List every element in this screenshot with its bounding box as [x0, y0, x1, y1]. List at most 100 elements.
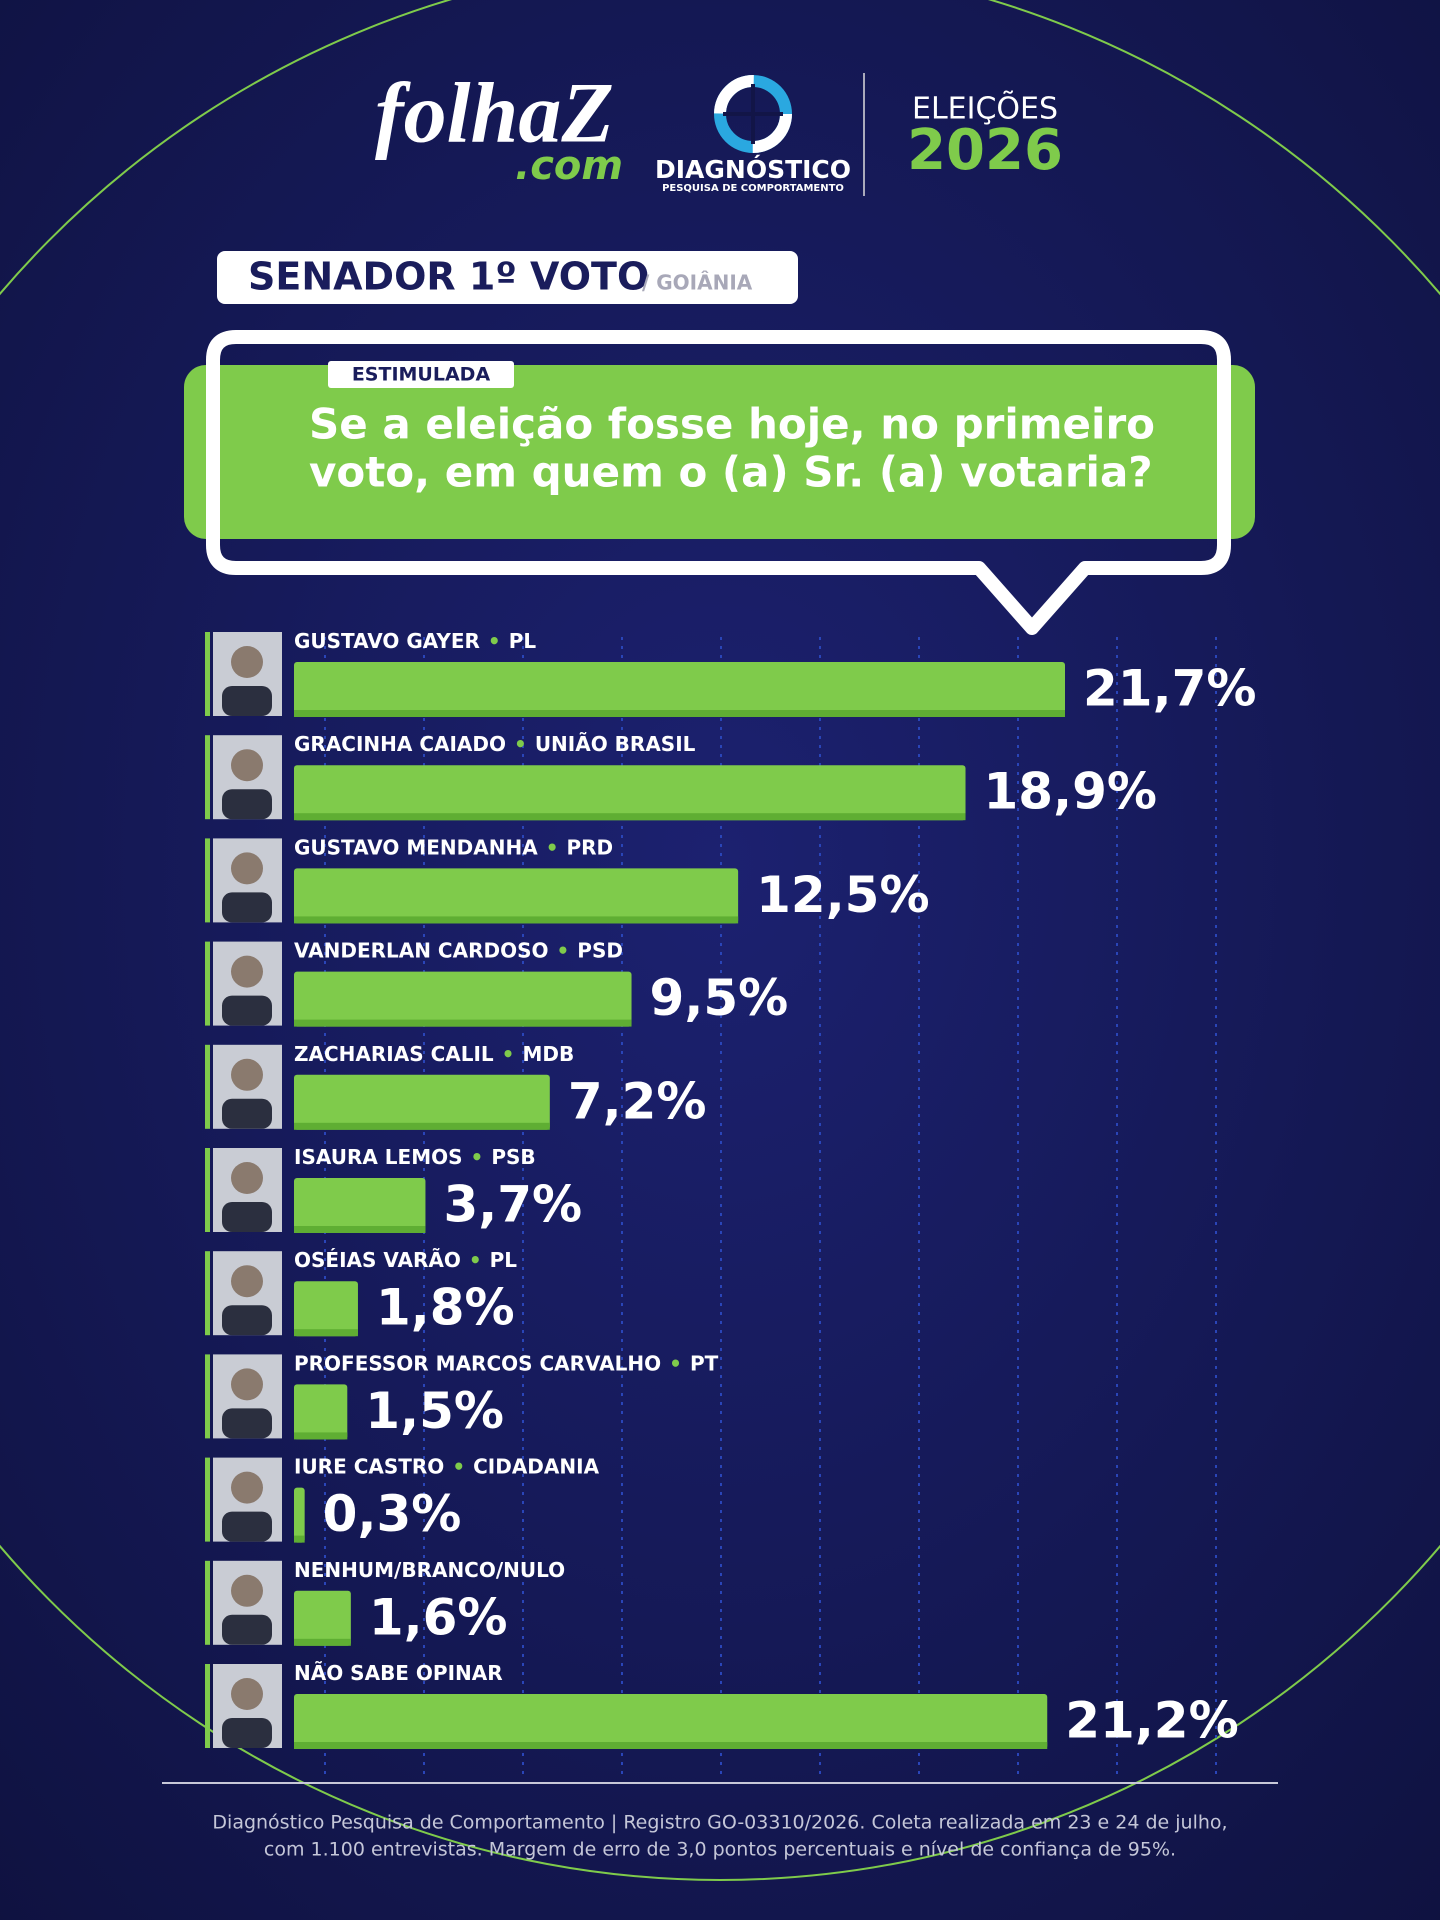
bar-label: NÃO SABE OPINAR [294, 1661, 503, 1685]
bar-label: VANDERLAN CARDOSO • PSD [294, 938, 623, 962]
row-stripe [205, 1354, 210, 1439]
photo-body [222, 1614, 272, 1645]
party: PRD [567, 835, 614, 859]
value-label: 12,5% [756, 866, 929, 924]
question-line: Se a eleição fosse hoje, no primeiro [309, 400, 1155, 449]
bar-label: GRACINHA CAIADO • UNIÃO BRASIL [294, 732, 696, 756]
candidate-name: GRACINHA CAIADO [294, 732, 506, 756]
value-label: 18,9% [984, 763, 1157, 821]
bar-shade [294, 710, 1065, 717]
candidate-name: OSÉIAS VARÃO [294, 1248, 461, 1272]
bar [294, 662, 1065, 717]
bar [294, 1074, 550, 1130]
candidate-name: ISAURA LEMOS [294, 1145, 463, 1169]
candidate-name: ZACHARIAS CALIL [294, 1041, 494, 1065]
separator: • [669, 1351, 682, 1375]
candidate-name: GUSTAVO GAYER [294, 629, 480, 653]
partner-tagline: PESQUISA DE COMPORTAMENTO [662, 183, 844, 194]
photo-head [231, 852, 263, 885]
title-pill [217, 251, 798, 304]
value-label: 1,6% [369, 1588, 508, 1646]
candidate-name: PROFESSOR MARCOS CARVALHO [294, 1351, 661, 1375]
question-line: voto, em quem o (a) Sr. (a) votaria? [309, 448, 1153, 497]
partner-icon [714, 75, 792, 153]
row-stripe [205, 735, 210, 820]
photo-head [231, 1471, 263, 1504]
value-label: 21,7% [1083, 660, 1256, 718]
bar [294, 1590, 351, 1646]
row-stripe [205, 838, 210, 923]
bar [294, 765, 966, 821]
photo-head [231, 749, 263, 782]
row-stripe [205, 1251, 210, 1336]
photo-head [231, 1368, 263, 1401]
footer-line: com 1.100 entrevistas. Margem de erro de… [264, 1839, 1176, 1861]
year: 2026 [907, 118, 1063, 183]
photo-body [222, 995, 272, 1026]
bar-shade [294, 1535, 305, 1543]
bar [294, 868, 739, 924]
separator: • [557, 938, 570, 962]
separator: • [514, 732, 527, 756]
party: UNIÃO BRASIL [535, 732, 696, 756]
value-label: 1,8% [376, 1279, 515, 1337]
photo-head [231, 1678, 263, 1710]
photo-head [231, 1162, 263, 1194]
bar [294, 1384, 348, 1440]
bar-shade [294, 1432, 348, 1440]
bar [294, 1694, 1048, 1749]
row-stripe [205, 1664, 210, 1748]
bar-label: IURE CASTRO • CIDADANIA [294, 1454, 600, 1478]
party: CIDADANIA [473, 1454, 599, 1478]
bar-shade [294, 1329, 358, 1337]
separator: • [469, 1248, 482, 1272]
chart-subtitle: / GOIÂNIA [642, 271, 753, 295]
badge: ESTIMULADA [352, 364, 491, 386]
photo-body [222, 1098, 272, 1129]
separator: • [546, 835, 559, 859]
separator: • [471, 1145, 484, 1169]
bar-shade [294, 916, 739, 924]
party: MDB [522, 1041, 574, 1065]
row-stripe [205, 632, 210, 716]
value-label: 7,2% [568, 1072, 707, 1130]
bar-label: ZACHARIAS CALIL • MDB [294, 1041, 574, 1065]
bar-label: NENHUM/BRANCO/NULO [294, 1557, 565, 1581]
candidate-name: NÃO SABE OPINAR [294, 1661, 503, 1685]
value-label: 21,2% [1065, 1692, 1238, 1750]
bar-label: OSÉIAS VARÃO • PL [294, 1248, 517, 1272]
bar-chart: GUSTAVO GAYER • PL 21,7% GRACINHA CAIADO • UNI… [205, 629, 1256, 1750]
separator: • [488, 629, 501, 653]
decor-ring [0, 0, 1440, 1881]
value-label: 3,7% [443, 1176, 582, 1234]
question-box [184, 365, 1255, 539]
candidate-name: GUSTAVO MENDANHA [294, 835, 538, 859]
party: PT [690, 1351, 719, 1375]
bar-label: PROFESSOR MARCOS CARVALHO • PT [294, 1351, 719, 1375]
bar-shade [294, 1122, 550, 1130]
row-stripe [205, 1560, 210, 1645]
party: PSB [491, 1145, 535, 1169]
photo-head [231, 1058, 263, 1091]
footer-line: Diagnóstico Pesquisa de Comportamento | … [212, 1812, 1227, 1834]
bar [294, 1281, 358, 1337]
row-stripe [205, 941, 210, 1026]
bar [294, 1487, 305, 1543]
photo-body [222, 789, 272, 820]
brand: folhaZ [375, 65, 614, 161]
candidate-name: NENHUM/BRANCO/NULO [294, 1557, 565, 1581]
bar [294, 1178, 426, 1233]
partner: DIAGNÓSTICO [655, 154, 851, 184]
bar-shade [294, 1742, 1048, 1749]
party: PL [490, 1248, 518, 1272]
bar-label: GUSTAVO GAYER • PL [294, 629, 536, 653]
photo-head [231, 1574, 263, 1607]
bar-shade [294, 813, 966, 821]
value-label: 9,5% [650, 969, 789, 1027]
bar-shade [294, 1226, 426, 1233]
photo-body [222, 1511, 272, 1542]
photo-head [231, 955, 263, 988]
photo-body [222, 1408, 272, 1439]
